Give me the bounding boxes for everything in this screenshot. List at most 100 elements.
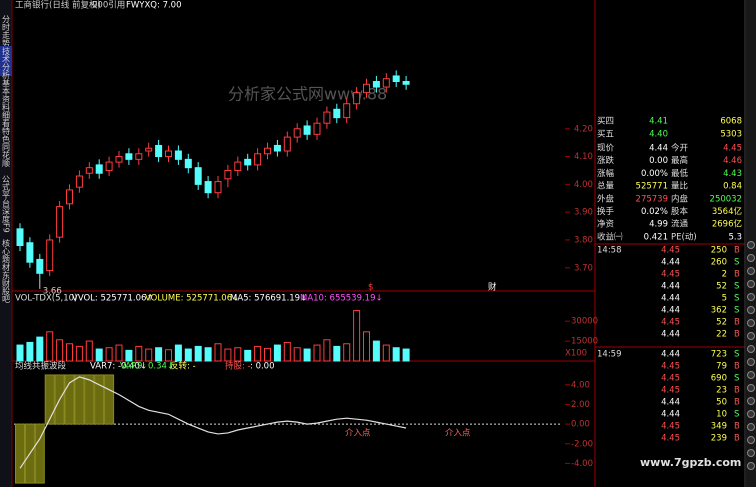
stat-label: 股本 — [671, 206, 689, 217]
trade-time: 14:59 — [597, 350, 622, 360]
sidebar-tab[interactable]: 东财股吧 — [2, 270, 11, 303]
y-tick-label: 4.10 — [574, 152, 593, 162]
y-tick-label: 30000 — [571, 317, 598, 327]
trade-volume: 52 — [716, 318, 727, 328]
indicator-bar — [44, 374, 55, 425]
sidebar-tab[interactable]: 分时走势 — [2, 15, 11, 48]
tool-icon[interactable] — [747, 397, 755, 405]
tool-icon[interactable] — [747, 306, 755, 314]
stat-label: 外盘 — [597, 193, 615, 204]
volume-bar — [26, 341, 34, 362]
tool-icon[interactable] — [747, 371, 755, 379]
tool-icon[interactable] — [747, 319, 755, 327]
y-tick-label: 4.00 — [574, 180, 593, 190]
candle-body — [115, 156, 123, 163]
tool-icon[interactable] — [747, 280, 755, 288]
trade-volume: 23 — [716, 386, 727, 396]
sidebar-tab[interactable]: 公式平台 — [2, 175, 11, 208]
volume-legend: MA5: 576691.19↓ — [230, 294, 307, 304]
tool-icon[interactable] — [747, 332, 755, 340]
trade-volume: 349 — [711, 422, 727, 432]
tool-icon[interactable] — [747, 449, 755, 457]
candle-body — [56, 206, 64, 238]
tool-icon[interactable] — [747, 293, 755, 301]
sidebar-tab[interactable]: 同花顺 — [2, 143, 11, 168]
annotation: 介入点 — [445, 429, 471, 439]
volume-bar — [194, 345, 202, 362]
stat-label: 流通 — [671, 219, 689, 230]
candle-body — [363, 83, 370, 94]
candle-body — [26, 242, 34, 263]
y-tick-label: 4.00 — [571, 380, 590, 390]
indicator-label: : 0.00 — [250, 362, 275, 372]
trade-price: 4.44 — [661, 258, 680, 268]
trade-side: S — [734, 282, 739, 292]
volume-bar — [382, 344, 390, 362]
tool-icon[interactable] — [747, 410, 755, 418]
tool-icon[interactable] — [747, 358, 755, 366]
trade-volume: 362 — [711, 306, 727, 316]
candle-body — [36, 258, 44, 274]
y-tick-label: 3.80 — [574, 235, 593, 245]
candle-body — [145, 147, 153, 152]
trade-price: 4.44 — [661, 282, 680, 292]
marker: 财 — [488, 282, 497, 293]
sidebar-tab[interactable]: 核心题材 — [2, 238, 11, 271]
indicator-line — [19, 376, 407, 469]
low-annotation: 3.66 — [43, 286, 62, 296]
trade-volume: 50 — [716, 398, 727, 408]
book-label: 买五 — [597, 130, 615, 140]
tool-icon[interactable] — [747, 345, 755, 353]
trade-price: 4.45 — [661, 246, 680, 256]
sidebar-tab[interactable]: 深度F9 — [2, 207, 11, 233]
book-volume: 6068 — [720, 117, 742, 127]
volume-bar — [363, 331, 370, 362]
sidebar-tab[interactable]: 基本资料 — [2, 78, 11, 112]
volume-bar — [66, 343, 73, 362]
candle-body — [46, 239, 54, 272]
tool-icon[interactable] — [747, 436, 755, 444]
tool-icon[interactable] — [747, 423, 755, 431]
trade-side: B — [734, 362, 740, 372]
trade-volume: 22 — [716, 330, 727, 340]
tool-icon[interactable] — [747, 462, 755, 470]
y-tick-label: -4.00 — [571, 459, 593, 469]
candle-body — [165, 150, 172, 158]
volume-bar — [293, 347, 301, 362]
tool-icon[interactable] — [747, 241, 755, 249]
annotation: 介入点 — [345, 429, 371, 439]
candle-body — [66, 189, 73, 205]
tool-icon[interactable] — [747, 267, 755, 275]
footer-watermark: www.7gpzb.com — [640, 456, 741, 469]
volume-legend: VOL-TDX(5,10) — [15, 294, 77, 304]
candle-body — [273, 144, 281, 152]
sidebar-tab[interactable]: 细看特色 — [2, 110, 11, 143]
stat-label: 量比 — [671, 181, 688, 192]
stat-label: PE(动) — [671, 231, 697, 242]
stat-value: 525771 — [636, 182, 668, 192]
volume-bar — [105, 347, 113, 362]
stat-value: 0.421 — [644, 232, 668, 242]
stat-value: 4.44 — [649, 144, 668, 154]
candle-body — [95, 164, 103, 174]
volume-legend: VVOL: 525771.06↑ — [72, 294, 154, 304]
trade-side: B — [734, 330, 740, 340]
trade-price: 4.45 — [661, 422, 680, 432]
tool-icon[interactable] — [747, 384, 755, 392]
stat-value: 0.02% — [641, 207, 668, 217]
volume-bar — [204, 347, 212, 362]
indicator-bar — [94, 374, 105, 425]
tool-icon[interactable] — [747, 254, 755, 262]
indicator-bar — [84, 374, 95, 425]
candle-body — [234, 161, 242, 171]
unit-label: X100 — [565, 349, 587, 359]
book-price: 4.41 — [649, 117, 668, 127]
stat-label: 今开 — [671, 143, 689, 154]
volume-bar — [16, 344, 24, 362]
sidebar-tab[interactable]: 技术分析 — [2, 46, 11, 80]
trade-volume: 690 — [711, 374, 727, 384]
volume-bar — [174, 344, 182, 362]
volume-bar — [115, 344, 123, 362]
trade-side: B — [734, 246, 740, 256]
